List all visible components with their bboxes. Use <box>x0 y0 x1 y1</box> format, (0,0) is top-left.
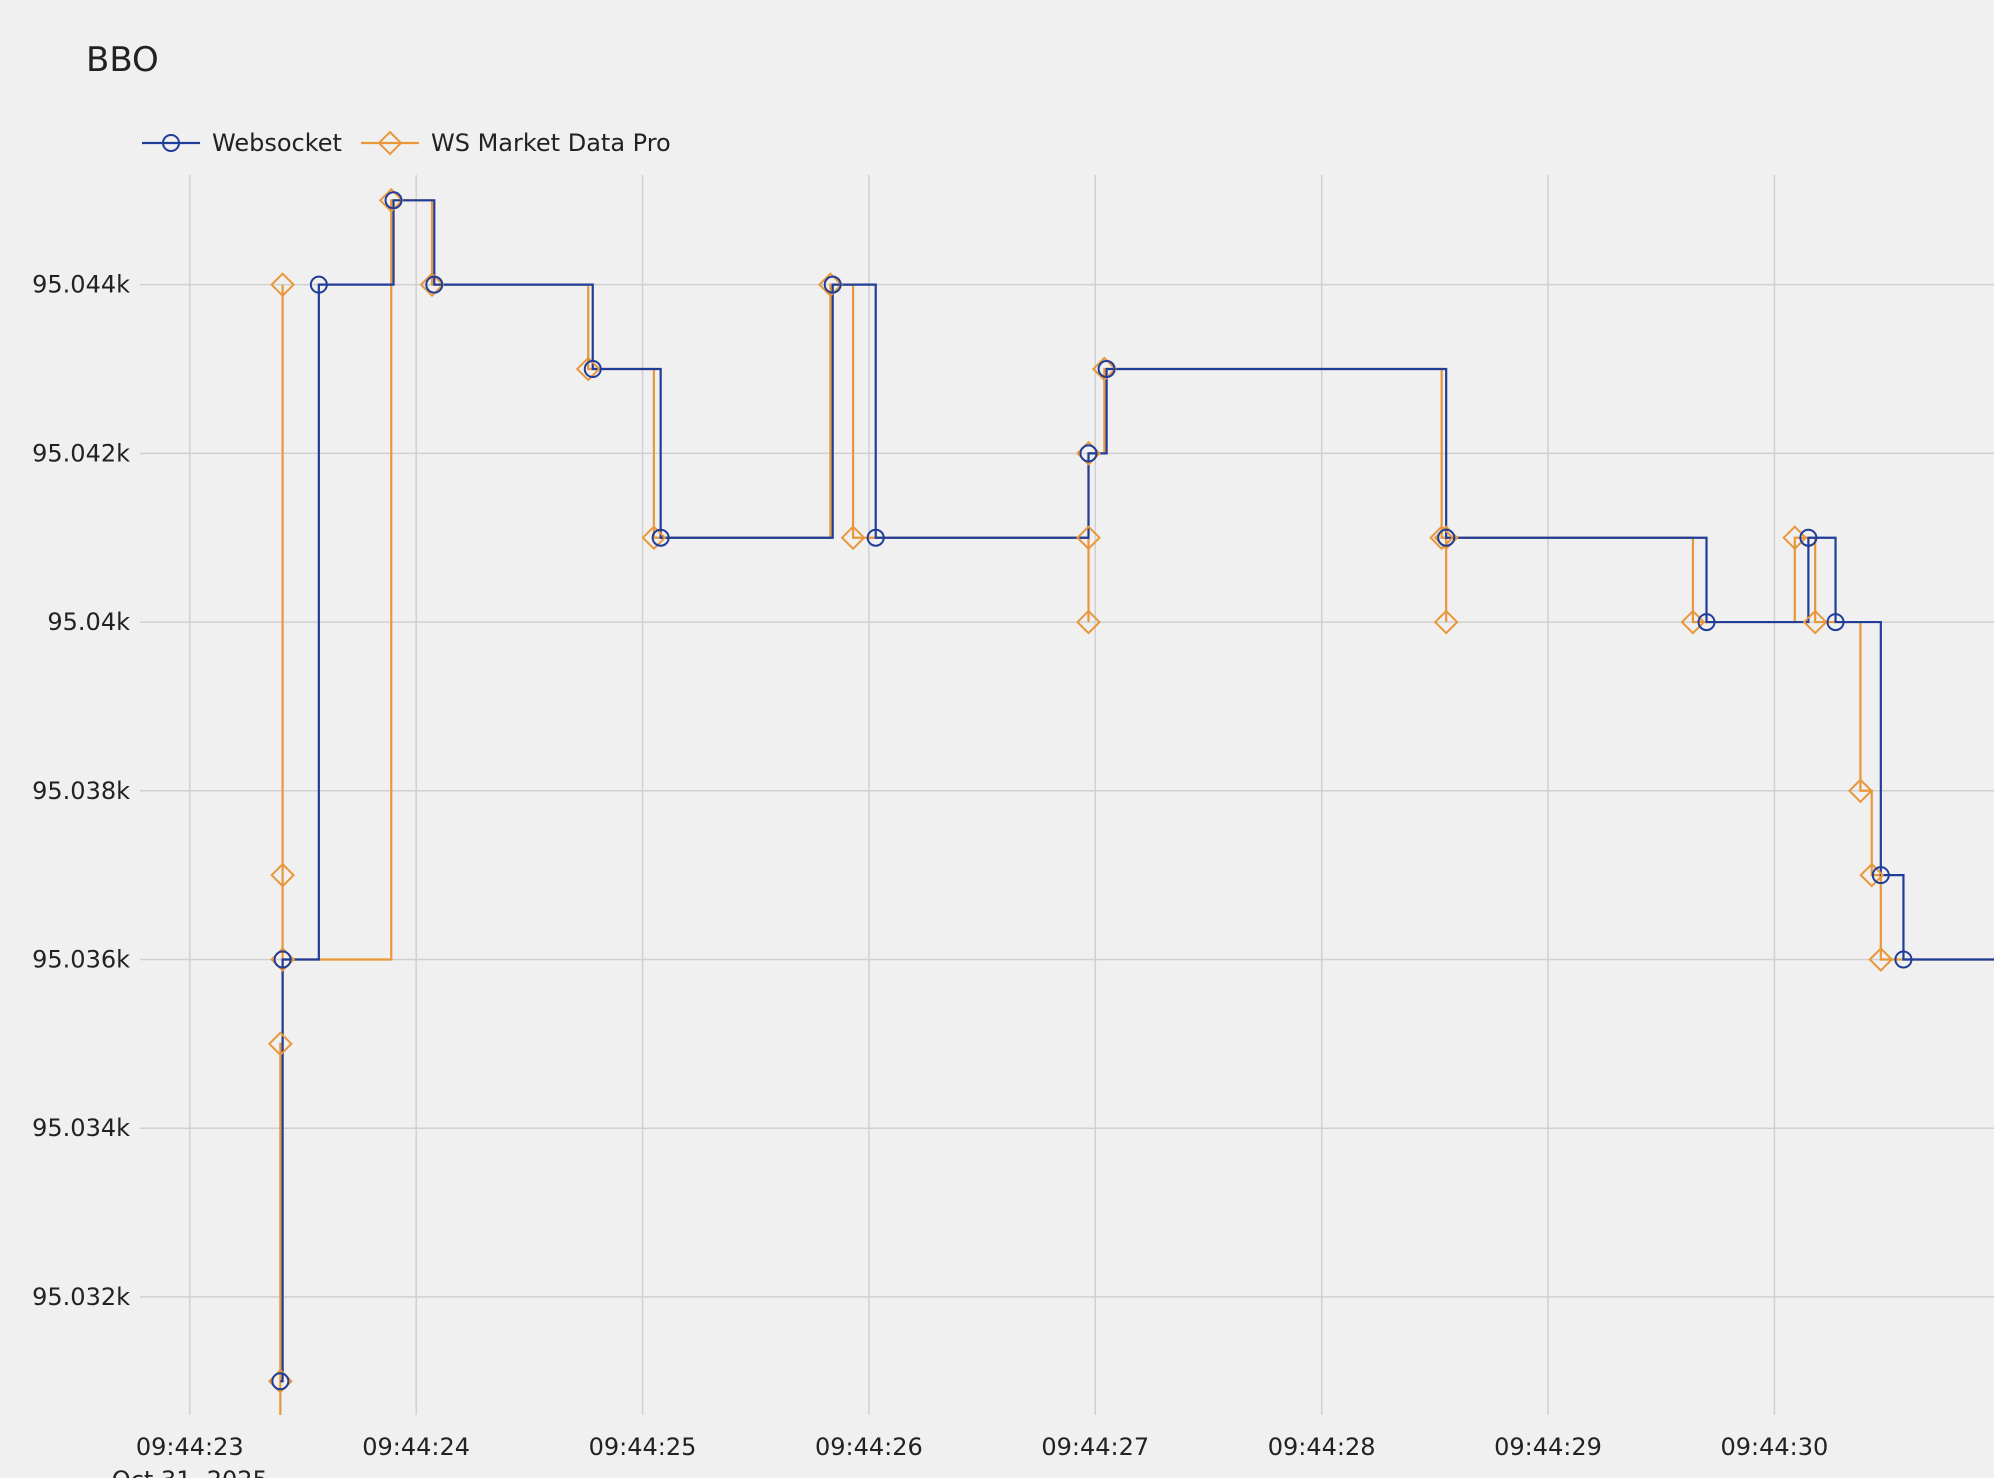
ws-market-data-pro-point <box>267 1031 293 1057</box>
ws-market-data-pro-point <box>1848 778 1873 804</box>
websocket-step-line <box>280 199 1994 1383</box>
ws-market-data-pro-point <box>1429 525 1455 551</box>
websocket-point <box>1799 528 1818 547</box>
ws-market-data-pro-point <box>840 525 866 551</box>
websocket-point <box>1894 950 1913 969</box>
websocket-point <box>1437 528 1456 547</box>
ws-market-data-pro-point <box>1433 609 1459 635</box>
ws-market-data-pro-point <box>1076 525 1101 551</box>
y-tick-label: 95.04k <box>47 608 130 636</box>
ws-market-data-pro-point <box>270 272 296 298</box>
legend-label: WS Market Data Pro <box>431 129 671 157</box>
legend-label: Websocket <box>212 129 342 157</box>
websocket-point <box>271 1372 290 1391</box>
websocket-point <box>1079 444 1098 463</box>
series-layer <box>279 199 1994 1415</box>
websocket-point <box>309 275 328 294</box>
websocket-point <box>1697 613 1716 632</box>
websocket-point <box>583 360 602 379</box>
y-tick-label: 95.032k <box>32 1283 130 1311</box>
chart-title: BBO <box>86 40 159 80</box>
websocket-point <box>651 528 670 547</box>
x-tick-label: 09:44:25 <box>589 1433 697 1461</box>
x-tick-label: 09:44:28 <box>1268 1433 1376 1461</box>
legend-item-websocket[interactable]: Websocket <box>142 129 342 157</box>
grid-layer <box>140 175 1994 1415</box>
ws-market-data-pro-point <box>818 272 843 298</box>
ws-market-data-pro-point <box>1802 609 1828 635</box>
websocket-point <box>273 950 292 969</box>
websocket-point <box>1871 866 1890 885</box>
circle-marker-icon <box>162 134 180 152</box>
websocket-point <box>1097 360 1116 379</box>
websocket-point <box>1826 613 1845 632</box>
websocket-point <box>866 528 885 547</box>
websocket-point <box>425 275 444 294</box>
ws-market-data-pro-point <box>1076 609 1101 635</box>
ws-market-data-pro-point <box>1868 947 1894 972</box>
y-tick-label: 95.034k <box>32 1114 130 1142</box>
y-tick-label: 95.038k <box>32 777 130 805</box>
y-tick-label: 95.036k <box>32 945 130 973</box>
websocket-point <box>823 275 842 294</box>
x-tick-label: 09:44:27 <box>1041 1433 1149 1461</box>
ws-market-data-pro-point <box>1091 356 1117 382</box>
ws-market-data-pro-point <box>575 356 601 382</box>
ws-market-data-pro-point <box>270 862 296 888</box>
marker-layer <box>267 187 1913 1394</box>
x-tick-label: 09:44:29 <box>1494 1433 1602 1461</box>
x-tick-label: 09:44:24 <box>362 1433 470 1461</box>
legend[interactable]: Websocket WS Market Data Pro <box>142 129 671 157</box>
x-tick-label: 09:44:30 <box>1721 1433 1829 1461</box>
x-tick-label: 09:44:23 <box>136 1433 244 1461</box>
x-tick-label: 09:44:26 <box>815 1433 923 1461</box>
y-tick-label: 95.042k <box>32 439 130 467</box>
x-tick-date-label: Oct 31, 2025 <box>112 1466 268 1478</box>
ws-market-data-pro-point <box>419 272 445 298</box>
ws-market-data-pro-point <box>1859 862 1885 888</box>
y-tick-label: 95.044k <box>32 271 130 299</box>
legend-item-ws-market-data-pro[interactable]: WS Market Data Pro <box>361 129 671 157</box>
axis-layer: 09:44:23 Oct 31, 2025 09:44:24 09:44:25 09:4… <box>32 271 1828 1478</box>
websocket-point <box>384 191 403 210</box>
diamond-marker-icon <box>377 130 403 156</box>
ws-market-data-pro-point <box>641 525 667 551</box>
ws-market-data-pro-point <box>378 187 404 213</box>
